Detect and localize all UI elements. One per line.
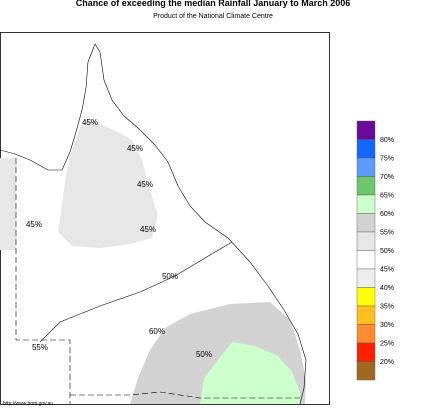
contour-label: 50% [196,350,212,359]
legend-label: 60% [380,211,394,218]
legend-label: 45% [380,267,394,274]
legend-label: 75% [380,156,394,163]
legend-swatch [356,342,376,362]
contour-labels: 45% 45% 45% 45% 45% 50% 55% 60% 50% [26,118,212,359]
region-45 [58,118,158,248]
contour-label: 50% [162,272,178,281]
legend-swatch [356,361,376,381]
legend-label: 40% [380,285,394,292]
legend-label: 55% [380,230,394,237]
legend-swatch [356,231,376,251]
map [0,32,330,405]
legend-swatch [356,194,376,214]
contour-label: 45% [127,144,143,153]
contour-label: 55% [32,343,48,352]
contour-label: 45% [137,180,153,189]
title: Chance of exceeding the median Rainfall … [76,0,351,8]
legend-swatch [356,305,376,325]
contour-label: 45% [140,225,156,234]
contour-label: 45% [26,220,42,229]
subtitle: Product of the National Climate Centre [153,13,273,20]
legend-swatch [356,157,376,177]
legend-swatch [356,324,376,344]
legend-label: 80% [380,137,394,144]
legend-swatch [356,176,376,196]
legend-swatch [356,213,376,233]
coastline [0,43,307,405]
legend-label: 35% [380,304,394,311]
legend-swatch [356,139,376,159]
legend-label: 25% [380,341,394,348]
legend-label: 65% [380,193,394,200]
state-border [15,158,300,404]
legend-swatch [356,268,376,288]
legend-swatch [356,250,376,270]
legend-label: 30% [380,322,394,329]
legend: 80% 75% 70% 65% 60% 55% 50% 45% 40% 35% 30% 25% 20% [356,120,394,381]
legend-label: 50% [380,248,394,255]
source-url: http://www.bom.gov.au [3,401,53,407]
region-45-west [0,158,16,250]
contour-50 [39,241,233,343]
legend-swatch [356,120,376,140]
legend-swatch [356,287,376,307]
contour-label: 60% [149,327,165,336]
region-60 [200,342,300,404]
contour-label: 45% [82,118,98,127]
legend-label: 20% [380,359,394,366]
legend-label: 70% [380,174,394,181]
